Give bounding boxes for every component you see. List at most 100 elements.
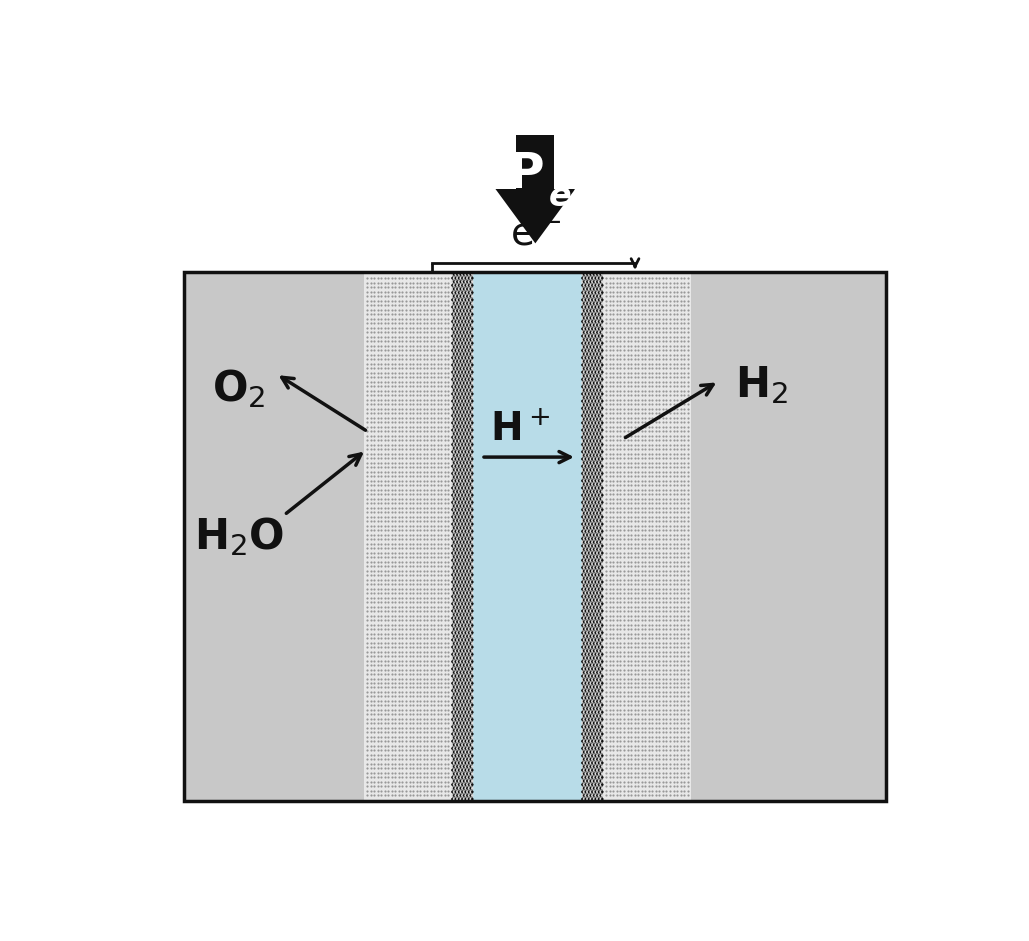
- Point: [676, 284, 693, 299]
- Point: [584, 531, 601, 546]
- Point: [630, 360, 646, 375]
- Point: [445, 509, 461, 524]
- Point: [662, 370, 678, 385]
- Point: [647, 770, 664, 785]
- Point: [449, 358, 465, 373]
- Point: [359, 725, 376, 740]
- Point: [404, 711, 421, 726]
- Point: [398, 509, 415, 524]
- Point: [453, 466, 469, 481]
- Point: [588, 289, 604, 304]
- Point: [448, 712, 464, 727]
- Point: [391, 734, 407, 749]
- Point: [404, 446, 421, 461]
- Point: [462, 571, 478, 586]
- Point: [584, 328, 601, 343]
- Point: [669, 599, 685, 614]
- Point: [579, 354, 596, 369]
- Point: [654, 784, 671, 799]
- Point: [637, 626, 653, 641]
- Point: [409, 532, 425, 547]
- Point: [679, 585, 696, 600]
- Point: [612, 577, 629, 592]
- Point: [387, 774, 403, 789]
- Point: [440, 315, 457, 330]
- Point: [612, 509, 629, 524]
- Point: [666, 532, 682, 547]
- Point: [605, 603, 622, 618]
- Point: [448, 375, 464, 391]
- Point: [459, 701, 475, 716]
- Point: [412, 666, 428, 681]
- Point: [574, 777, 591, 792]
- Point: [387, 581, 403, 596]
- Point: [461, 354, 477, 369]
- Point: [576, 644, 593, 659]
- Point: [440, 752, 457, 767]
- Point: [586, 679, 602, 694]
- Point: [401, 779, 418, 794]
- Point: [619, 765, 636, 780]
- Point: [598, 757, 614, 772]
- Point: [666, 396, 682, 411]
- Point: [647, 441, 664, 456]
- Point: [651, 356, 668, 371]
- Point: [448, 599, 464, 614]
- Point: [669, 595, 685, 610]
- Point: [651, 315, 668, 330]
- Point: [588, 618, 604, 633]
- Point: [584, 618, 601, 633]
- Point: [640, 388, 657, 403]
- Text: el: el: [548, 181, 582, 214]
- Point: [630, 613, 646, 628]
- Point: [590, 458, 606, 473]
- Point: [590, 430, 606, 445]
- Point: [582, 781, 599, 796]
- Point: [577, 379, 594, 394]
- Point: [436, 653, 453, 668]
- Point: [359, 784, 376, 799]
- Point: [384, 375, 400, 390]
- Point: [433, 482, 450, 497]
- Point: [369, 613, 386, 628]
- Point: [440, 716, 457, 731]
- Point: [436, 689, 453, 704]
- Point: [404, 554, 421, 569]
- Point: [462, 332, 478, 347]
- Point: [372, 666, 389, 681]
- Point: [453, 705, 469, 720]
- Point: [662, 297, 678, 312]
- Point: [586, 691, 602, 706]
- Point: [644, 509, 661, 524]
- Point: [576, 491, 593, 506]
- Point: [576, 701, 593, 716]
- Point: [404, 406, 421, 421]
- Point: [419, 617, 435, 632]
- Point: [654, 563, 671, 578]
- Point: [449, 629, 465, 644]
- Point: [579, 646, 596, 662]
- Point: [598, 325, 614, 340]
- Point: [423, 585, 439, 600]
- Point: [662, 289, 678, 304]
- Point: [612, 473, 629, 488]
- Point: [615, 716, 632, 731]
- Point: [464, 726, 481, 742]
- Point: [429, 360, 446, 375]
- Point: [634, 784, 650, 799]
- Point: [612, 581, 629, 596]
- Point: [579, 517, 596, 532]
- Point: [679, 302, 696, 317]
- Point: [588, 665, 604, 680]
- Point: [666, 320, 682, 335]
- Point: [644, 752, 661, 767]
- Point: [662, 392, 678, 407]
- Point: [445, 734, 461, 749]
- Point: [433, 603, 450, 618]
- Point: [644, 289, 661, 304]
- Point: [369, 540, 386, 555]
- Point: [377, 739, 393, 754]
- Point: [602, 437, 618, 452]
- Point: [605, 275, 622, 290]
- Point: [679, 550, 696, 565]
